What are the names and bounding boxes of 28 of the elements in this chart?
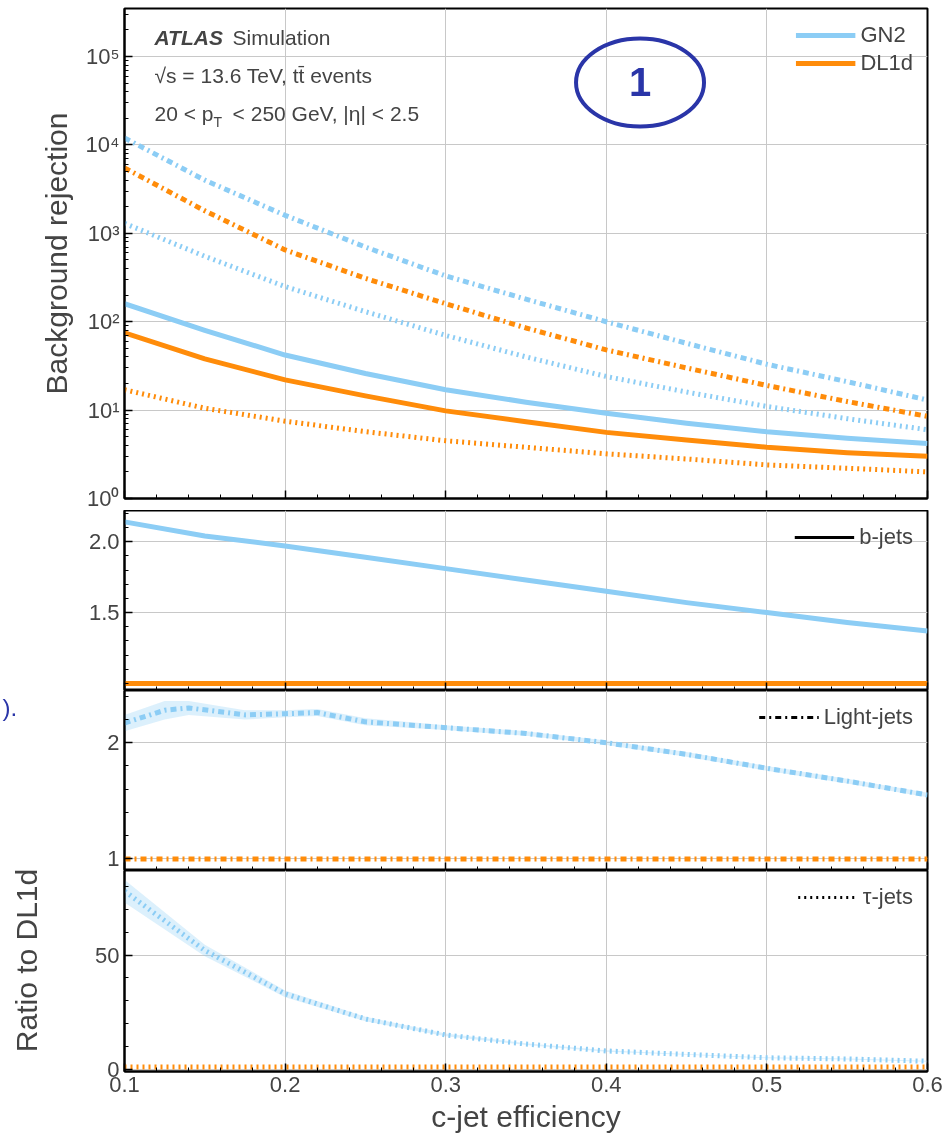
y-tick-label: 2 bbox=[107, 730, 120, 756]
x-tick-label: 0.4 bbox=[591, 1071, 622, 1097]
y-axis-title: Ratio to DL1d bbox=[9, 868, 43, 1053]
annotation: 1 bbox=[628, 60, 652, 105]
y-tick-label: 50 bbox=[95, 942, 120, 968]
y-tick-label: 10⁰ bbox=[87, 485, 120, 511]
y-tick-label: 10² bbox=[87, 309, 120, 335]
legend-label: GN2 bbox=[860, 22, 906, 48]
x-tick-label: 0.2 bbox=[269, 1071, 301, 1097]
y-tick-label: 10¹ bbox=[87, 397, 120, 423]
y-tick-label: 2.0 bbox=[88, 529, 120, 555]
y-tick-label: 10⁴ bbox=[85, 132, 120, 158]
legend-label: DL1d bbox=[860, 50, 913, 76]
legend-title: b-jets bbox=[859, 524, 913, 550]
x-tick-label: 0.6 bbox=[912, 1071, 943, 1097]
legend-title: τ-jets bbox=[862, 884, 913, 910]
text: ). bbox=[2, 693, 18, 721]
annotation: ATLAS Simulation bbox=[153, 25, 331, 49]
y-tick-label: 10⁵ bbox=[85, 44, 120, 70]
annotation: √s = 13.6 TeV, tt̄ events bbox=[154, 63, 373, 87]
y-tick-label: 1 bbox=[107, 846, 120, 872]
x-tick-label: 0.3 bbox=[430, 1071, 461, 1097]
x-tick-label: 0.5 bbox=[751, 1071, 783, 1097]
y-tick-label: 1.5 bbox=[88, 600, 120, 626]
y-axis-title: Background rejection bbox=[39, 112, 73, 395]
x-axis-title: c-jet efficiency bbox=[431, 1099, 621, 1133]
legend-title: Light-jets bbox=[823, 704, 913, 730]
y-tick-label: 10³ bbox=[87, 220, 120, 246]
